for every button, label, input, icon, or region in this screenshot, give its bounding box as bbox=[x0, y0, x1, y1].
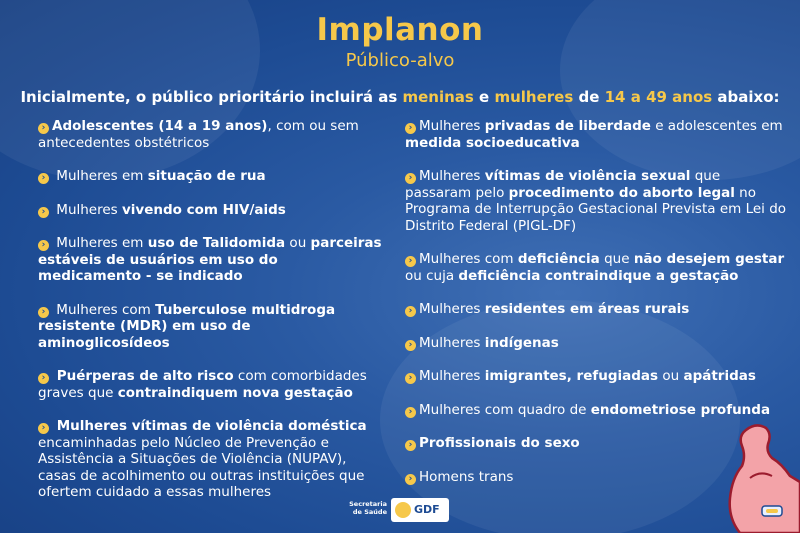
chevron-right-icon: › bbox=[405, 473, 416, 485]
chevron-right-icon: › bbox=[405, 306, 416, 317]
flexed-arm-icon bbox=[728, 424, 800, 533]
chevron-right-icon: › bbox=[405, 440, 416, 451]
chevron-right-icon: › bbox=[38, 173, 49, 184]
chevron-right-icon: › bbox=[38, 240, 49, 251]
list-item: › Mulheres vítimas de violência sexual qu… bbox=[405, 168, 787, 234]
right-column: › Mulheres privadas de liberdade e adoles… bbox=[405, 118, 790, 502]
gdf-logo: GDF bbox=[391, 498, 449, 522]
sun-icon bbox=[395, 502, 411, 518]
chevron-right-icon: › bbox=[38, 206, 49, 218]
intro-text: Inicialmente, o público prioritário incl… bbox=[20, 88, 780, 106]
gdf-logo-text: GDF bbox=[414, 503, 440, 516]
background-shape bbox=[380, 300, 740, 533]
page-title: Implanon bbox=[316, 12, 484, 48]
list-item: › Mulheres indígenas bbox=[405, 335, 790, 352]
list-item: › Mulheres vítimas de violência doméstic… bbox=[38, 418, 367, 500]
list-item: › Mulheres vivendo com HIV/aids bbox=[38, 202, 383, 219]
chevron-right-icon: › bbox=[405, 123, 416, 134]
list-item: › Mulheres residentes em áreas rurais bbox=[405, 301, 790, 318]
secretaria-logo-text: Secretaria de Saúde bbox=[349, 500, 387, 516]
footer-logos: Secretaria de Saúde GDF bbox=[345, 496, 455, 526]
chevron-right-icon: › bbox=[405, 173, 416, 184]
list-item: › Profissionais do sexo bbox=[405, 435, 790, 452]
left-column: › Adolescentes (14 a 19 anos), com ou sem… bbox=[38, 118, 383, 518]
chevron-right-icon: › bbox=[405, 373, 416, 384]
list-item: › Mulheres com deficiência que não deseje… bbox=[405, 251, 785, 284]
list-item: › Mulheres em situação de rua bbox=[38, 168, 383, 185]
list-item: › Mulheres imigrantes, refugiadas ou apát… bbox=[405, 368, 790, 385]
chevron-right-icon: › bbox=[405, 339, 416, 351]
list-item: › Puérperas de alto risco com comorbidad… bbox=[38, 368, 367, 401]
chevron-right-icon: › bbox=[405, 256, 416, 267]
list-item: › Mulheres com Tuberculose multidroga re… bbox=[38, 301, 336, 351]
list-item: › Mulheres privadas de liberdade e adoles… bbox=[405, 118, 783, 151]
chevron-right-icon: › bbox=[405, 406, 416, 418]
page-subtitle: Público-alvo bbox=[345, 50, 455, 71]
chevron-right-icon: › bbox=[38, 423, 49, 434]
chevron-right-icon: › bbox=[38, 373, 49, 384]
list-item: › Mulheres com quadro de endometriose pro… bbox=[405, 402, 790, 419]
list-item: › Adolescentes (14 a 19 anos), com ou sem… bbox=[38, 118, 359, 151]
chevron-right-icon: › bbox=[38, 306, 49, 318]
chevron-right-icon: › bbox=[38, 123, 49, 134]
list-item: › Mulheres em uso de Talidomida ou parce… bbox=[38, 235, 382, 284]
list-item: › Homens trans bbox=[405, 469, 790, 486]
